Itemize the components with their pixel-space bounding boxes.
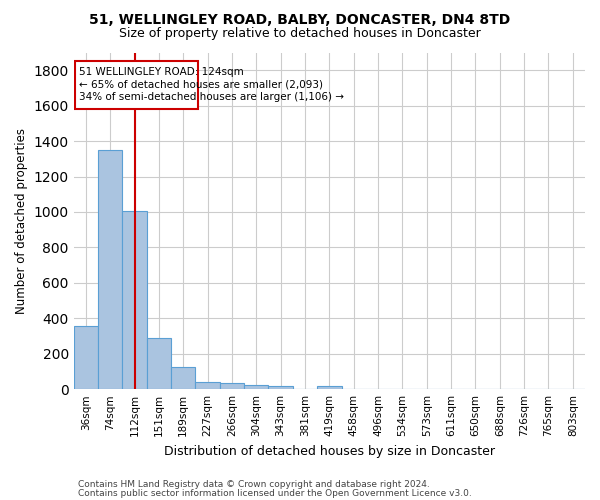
Text: 34% of semi-detached houses are larger (1,106) →: 34% of semi-detached houses are larger (… bbox=[79, 92, 344, 102]
Text: Contains HM Land Registry data © Crown copyright and database right 2024.: Contains HM Land Registry data © Crown c… bbox=[78, 480, 430, 489]
Bar bbox=[147, 338, 171, 389]
Text: Size of property relative to detached houses in Doncaster: Size of property relative to detached ho… bbox=[119, 28, 481, 40]
Text: 51 WELLINGLEY ROAD: 124sqm: 51 WELLINGLEY ROAD: 124sqm bbox=[79, 66, 243, 76]
Bar bbox=[220, 384, 244, 389]
Bar bbox=[171, 367, 196, 389]
Bar bbox=[98, 150, 122, 389]
Text: Contains public sector information licensed under the Open Government Licence v3: Contains public sector information licen… bbox=[78, 488, 472, 498]
Bar bbox=[74, 326, 98, 389]
X-axis label: Distribution of detached houses by size in Doncaster: Distribution of detached houses by size … bbox=[164, 444, 495, 458]
Bar bbox=[196, 382, 220, 389]
Bar bbox=[244, 385, 268, 389]
Y-axis label: Number of detached properties: Number of detached properties bbox=[15, 128, 28, 314]
Bar bbox=[122, 210, 147, 389]
Text: ← 65% of detached houses are smaller (2,093): ← 65% of detached houses are smaller (2,… bbox=[79, 79, 323, 89]
Bar bbox=[75, 62, 198, 109]
Text: 51, WELLINGLEY ROAD, BALBY, DONCASTER, DN4 8TD: 51, WELLINGLEY ROAD, BALBY, DONCASTER, D… bbox=[89, 12, 511, 26]
Bar bbox=[268, 386, 293, 389]
Bar bbox=[317, 386, 341, 389]
